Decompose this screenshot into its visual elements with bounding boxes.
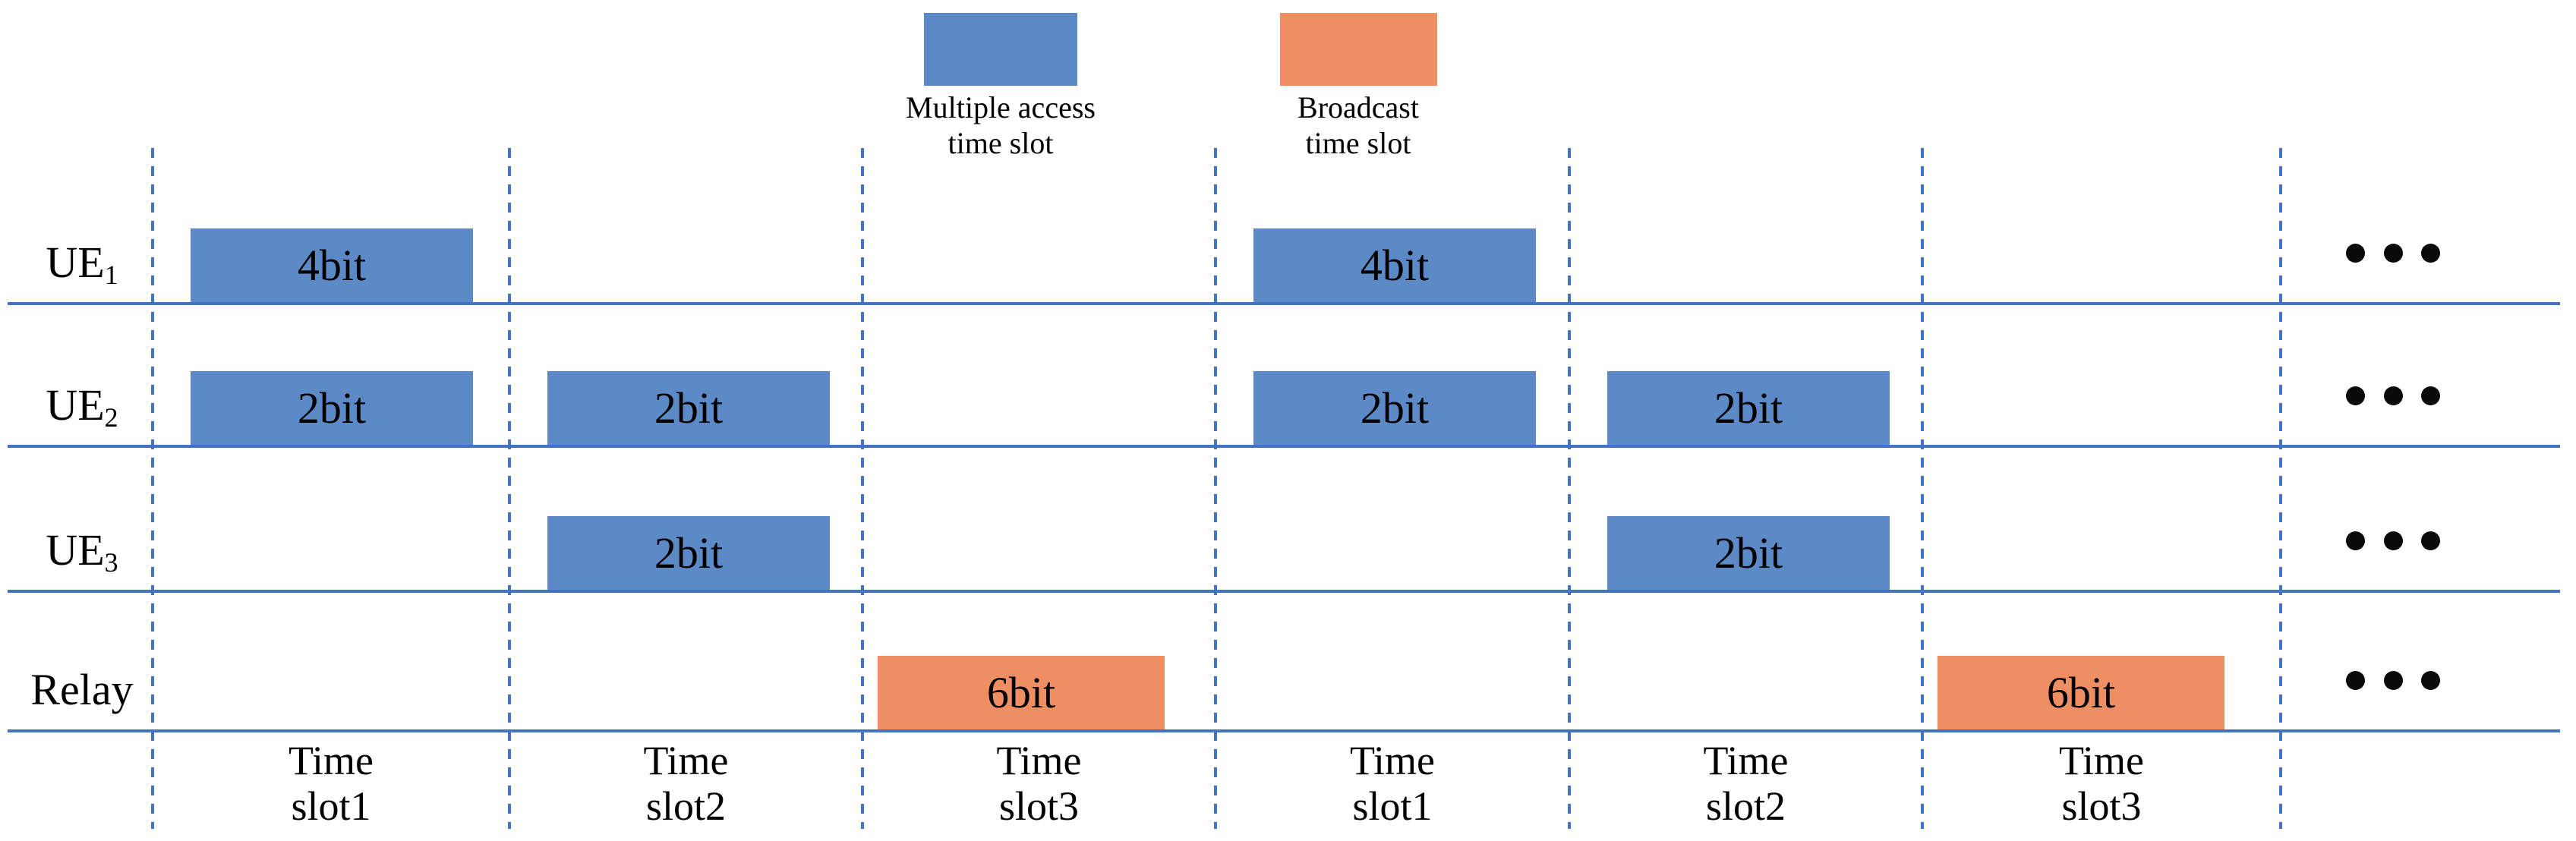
row-label-text: UE	[46, 380, 105, 430]
row-label-text: UE	[46, 525, 105, 575]
bar-bits-label: 2bit	[654, 528, 724, 578]
bar-bits-label: 2bit	[297, 383, 367, 433]
bar-bits-label: 4bit	[1360, 241, 1430, 290]
slot-divider-line-2	[508, 148, 511, 829]
ellipsis-icon-ue3	[2346, 531, 2440, 550]
ellipsis-dot	[2383, 670, 2403, 690]
time-slot-label-5: Time slot2	[1625, 738, 1868, 829]
row-label-ue3: UE3	[15, 524, 149, 588]
time-slot-label-line1: Time	[1703, 738, 1789, 783]
ellipsis-dot	[2421, 531, 2440, 550]
legend-label-line: Broadcast	[1297, 90, 1419, 124]
bar-bits-label: 2bit	[654, 383, 724, 433]
bar-bits-label: 6bit	[2046, 668, 2116, 717]
row-label-ue1: UE1	[15, 237, 149, 301]
slot-divider-line-7	[2279, 148, 2282, 829]
ue2-multiple-access-bar-slot4: 2bit	[1253, 371, 1536, 445]
time-slot-label-line2: slot2	[645, 783, 727, 829]
ellipsis-icon-ue1	[2346, 243, 2440, 263]
legend-label-line: time slot	[947, 126, 1054, 160]
slot-divider-line-1	[151, 148, 154, 829]
ellipsis-dot	[2346, 386, 2365, 405]
ue1-multiple-access-bar-slot1: 4bit	[191, 228, 473, 302]
time-slot-label-line1: Time	[1349, 738, 1436, 783]
time-slot-label-1: Time slot1	[210, 738, 452, 829]
time-slot-label-line2: slot3	[998, 783, 1080, 829]
slot-divider-line-5	[1568, 148, 1571, 829]
bar-bits-label: 6bit	[986, 668, 1056, 717]
time-slot-label-line1: Time	[643, 738, 729, 783]
time-slot-label-line1: Time	[2058, 738, 2145, 783]
ue1-multiple-access-bar-slot4: 4bit	[1253, 228, 1536, 302]
relay-broadcast-bar-slot6: 6bit	[1938, 656, 2224, 729]
ellipsis-dot	[2421, 386, 2440, 405]
bar-bits-label: 2bit	[1360, 383, 1430, 433]
ellipsis-dot	[2383, 243, 2403, 263]
time-slot-label-line1: Time	[996, 738, 1082, 783]
ellipsis-icon-ue2	[2346, 386, 2440, 405]
legend-label-line: time slot	[1305, 126, 1411, 160]
time-slot-label-line2: slot2	[1705, 783, 1786, 829]
ue2-multiple-access-bar-slot1: 2bit	[191, 371, 473, 445]
row-label-subscript: 2	[104, 402, 118, 433]
multiple-access-swatch	[924, 13, 1077, 86]
ellipsis-dot	[2383, 386, 2403, 405]
time-slot-label-3: Time slot3	[918, 738, 1161, 829]
slot-divider-line-4	[1214, 148, 1217, 829]
time-slot-label-line2: slot3	[2061, 783, 2142, 829]
row-label-ue2: UE2	[15, 380, 149, 443]
ue2-multiple-access-bar-slot5: 2bit	[1607, 371, 1890, 445]
slot-divider-line-6	[1921, 148, 1924, 829]
ellipsis-dot	[2421, 243, 2440, 263]
time-slot-label-4: Time slot1	[1271, 738, 1514, 829]
row-label-text: UE	[46, 238, 105, 287]
ellipsis-dot	[2346, 243, 2365, 263]
row-label-subscript: 1	[104, 259, 118, 290]
slot-divider-line-3	[861, 148, 864, 829]
bar-bits-label: 2bit	[1714, 528, 1783, 578]
row-baseline-ue2	[8, 445, 2560, 448]
bar-bits-label: 4bit	[297, 241, 367, 290]
relay-broadcast-bar-slot3: 6bit	[878, 656, 1165, 729]
time-slot-label-line1: Time	[288, 738, 374, 783]
ellipsis-dot	[2421, 670, 2440, 690]
time-slot-label-2: Time slot2	[565, 738, 808, 829]
multiple-access-label: Multiple access time slot	[811, 90, 1190, 161]
row-label-subscript: 3	[104, 546, 118, 578]
ue3-multiple-access-bar-slot2: 2bit	[547, 516, 830, 590]
ellipsis-dot	[2383, 531, 2403, 550]
row-baseline-relay	[8, 729, 2560, 732]
row-label-text: Relay	[30, 665, 134, 714]
ellipsis-dot	[2346, 670, 2365, 690]
time-slot-label-line2: slot1	[1352, 783, 1433, 829]
time-slot-label-line2: slot1	[291, 783, 371, 829]
bar-bits-label: 2bit	[1714, 383, 1783, 433]
time-slot-label-6: Time slot3	[1980, 738, 2223, 829]
legend-label-line: Multiple access	[906, 90, 1096, 124]
row-label-relay: Relay	[15, 664, 149, 716]
ue3-multiple-access-bar-slot5: 2bit	[1607, 516, 1890, 590]
row-baseline-ue1	[8, 302, 2560, 305]
ellipsis-icon-relay	[2346, 670, 2440, 690]
broadcast-swatch	[1280, 13, 1437, 86]
ellipsis-dot	[2346, 531, 2365, 550]
ue2-multiple-access-bar-slot2: 2bit	[547, 371, 830, 445]
row-baseline-ue3	[8, 590, 2560, 593]
broadcast-label: Broadcast time slot	[1168, 90, 1548, 161]
